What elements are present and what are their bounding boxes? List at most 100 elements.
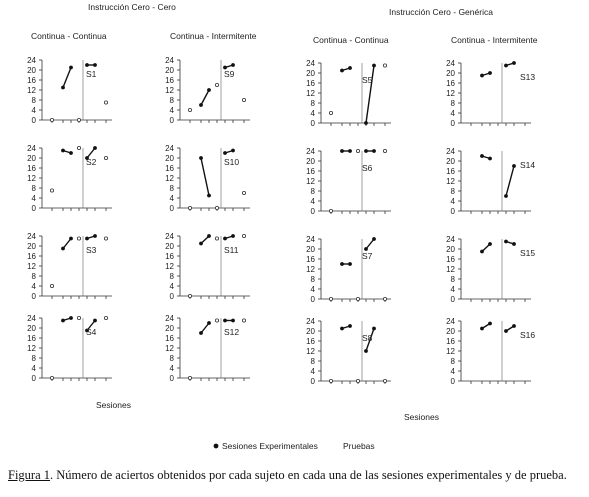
- y-tick-label: 16: [27, 334, 36, 343]
- subject-label: S7: [362, 251, 373, 261]
- experimental-point: [348, 66, 352, 70]
- experimental-point: [504, 329, 508, 333]
- y-tick-label: 20: [165, 324, 174, 333]
- y-tick-label: 0: [311, 207, 316, 216]
- header-left: Instrucción Cero - Cero: [88, 2, 176, 12]
- y-tick-label: 8: [32, 354, 37, 363]
- experimental-point: [93, 318, 97, 323]
- y-tick-label: 8: [170, 96, 175, 105]
- subject-label: S8: [362, 333, 373, 343]
- y-tick-label: 20: [27, 324, 36, 333]
- col-header-2: Continua - Intermitente: [170, 31, 257, 41]
- y-tick-label: 16: [27, 164, 36, 173]
- y-tick-label: 8: [311, 357, 316, 366]
- y-tick-label: 20: [306, 69, 315, 78]
- y-tick-label: 8: [170, 354, 175, 363]
- test-point: [77, 236, 82, 241]
- y-tick-label: 0: [311, 295, 316, 304]
- experimental-point: [504, 239, 508, 244]
- test-point: [328, 378, 333, 383]
- experimental-point: [85, 236, 89, 241]
- experimental-point: [488, 321, 492, 326]
- y-tick-label: 0: [170, 116, 175, 125]
- subject-label: S14: [520, 160, 535, 170]
- y-tick-label: 8: [451, 275, 456, 284]
- y-tick-label: 16: [446, 337, 455, 346]
- y-tick-label: 12: [446, 265, 455, 274]
- y-tick-label: 4: [32, 282, 37, 291]
- y-tick-label: 24: [27, 314, 36, 323]
- y-tick-label: 12: [306, 347, 315, 356]
- y-tick-label: 0: [451, 119, 456, 128]
- y-tick-label: 24: [27, 232, 36, 241]
- experimental-point: [512, 242, 516, 246]
- y-tick-label: 4: [311, 197, 316, 206]
- y-tick-label: 24: [165, 144, 174, 153]
- test-point: [382, 148, 387, 153]
- experimental-point: [488, 71, 492, 75]
- y-tick-label: 20: [165, 242, 174, 251]
- experimental-point: [207, 234, 211, 238]
- series-line: [200, 322, 210, 334]
- experimental-point: [207, 88, 211, 92]
- experimental-point: [340, 149, 344, 153]
- experimental-point: [364, 349, 368, 353]
- y-tick-label: 4: [170, 364, 175, 373]
- y-tick-label: 8: [311, 187, 316, 196]
- test-point: [50, 375, 55, 380]
- experimental-point: [61, 318, 65, 323]
- experimental-point: [61, 246, 65, 251]
- test-point: [77, 145, 82, 150]
- experimental-point: [207, 321, 211, 325]
- y-tick-label: 24: [27, 56, 36, 65]
- test-point: [214, 205, 219, 210]
- experimental-point: [340, 326, 344, 331]
- y-tick-label: 16: [165, 334, 174, 343]
- y-tick-label: 4: [451, 367, 456, 376]
- y-tick-label: 20: [27, 154, 36, 163]
- test-point: [382, 63, 387, 68]
- col-header-1: Continua - Continua: [31, 31, 107, 41]
- y-tick-label: 20: [165, 66, 174, 75]
- test-point: [241, 233, 246, 238]
- test-point: [328, 296, 333, 301]
- experimental-point: [85, 156, 89, 160]
- caption-text: . Número de aciertos obtenidos por cada …: [50, 468, 567, 482]
- experimental-point: [364, 121, 368, 125]
- y-tick-label: 12: [165, 86, 174, 95]
- subject-label: S3: [86, 245, 97, 255]
- experimental-point: [231, 63, 235, 67]
- series-line: [200, 157, 210, 196]
- y-tick-label: 24: [165, 232, 174, 241]
- y-tick-label: 16: [446, 79, 455, 88]
- y-tick-label: 12: [27, 86, 36, 95]
- y-tick-label: 24: [165, 314, 174, 323]
- y-tick-label: 12: [446, 177, 455, 186]
- experimental-point: [512, 61, 516, 65]
- test-point: [77, 315, 82, 320]
- y-tick-label: 12: [165, 344, 174, 353]
- y-tick-label: 12: [27, 344, 36, 353]
- experimental-point: [93, 63, 97, 67]
- test-point: [50, 283, 55, 288]
- experimental-point: [480, 154, 484, 158]
- y-tick-label: 24: [306, 235, 315, 244]
- test-point: [50, 118, 55, 123]
- y-tick-label: 8: [311, 275, 316, 284]
- y-tick-label: 8: [32, 184, 37, 193]
- experimental-point: [199, 241, 203, 246]
- y-tick-label: 4: [311, 109, 316, 118]
- subject-label: S6: [362, 163, 373, 173]
- y-tick-label: 20: [27, 242, 36, 251]
- test-point: [77, 118, 82, 123]
- experimental-point: [85, 328, 89, 333]
- y-tick-label: 4: [32, 106, 37, 115]
- experimental-point: [364, 247, 368, 251]
- experimental-point: [199, 103, 203, 107]
